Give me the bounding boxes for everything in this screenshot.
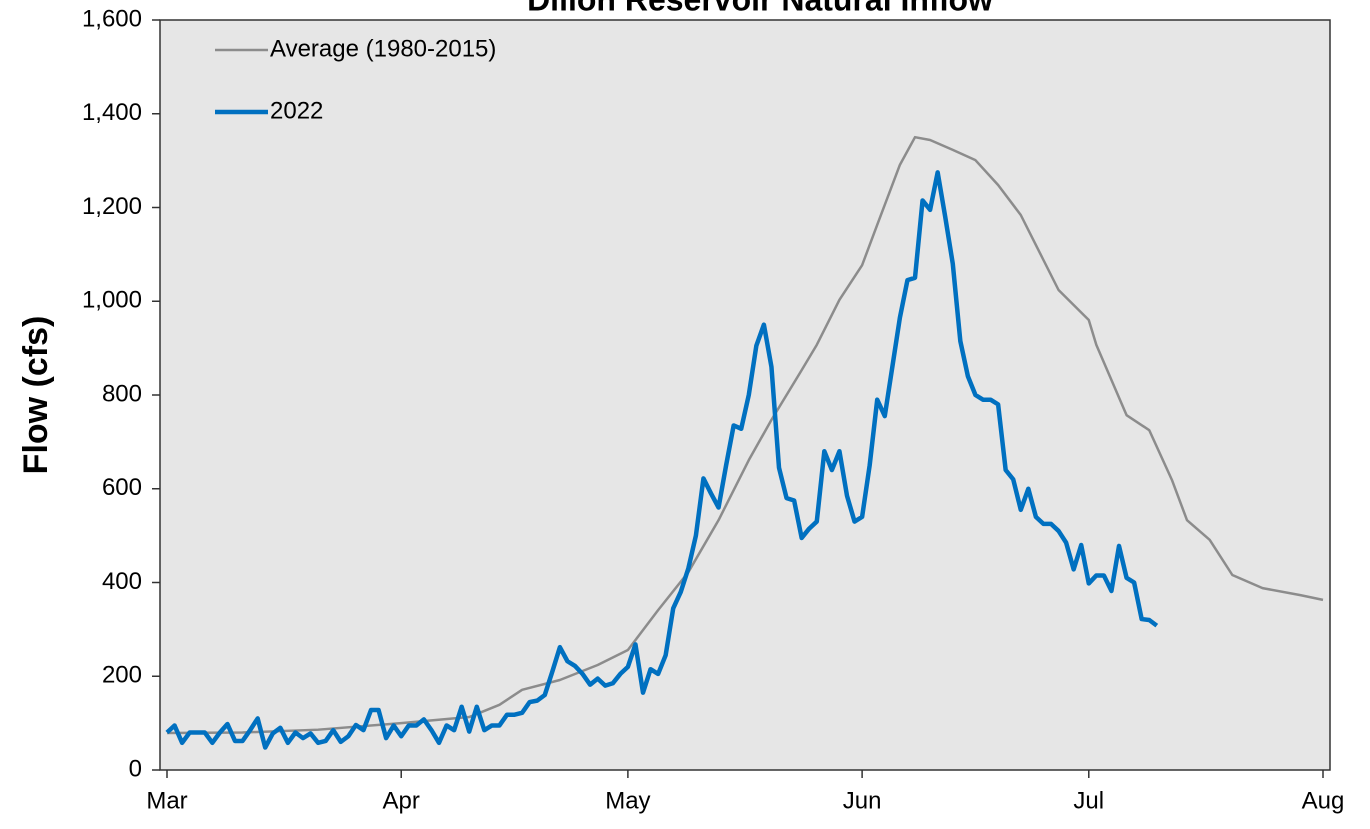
series-line (165, 170, 1159, 750)
y-tick-label: 400 (102, 568, 142, 595)
y-tick-label: 600 (102, 474, 142, 501)
plot-area (159, 19, 1331, 771)
y-axis-label: Flow (cfs) (17, 316, 55, 475)
legend-label: 2022 (270, 97, 323, 124)
y-tick-label: 1,000 (82, 287, 142, 314)
x-tick-label: Aug (1302, 787, 1345, 814)
chart-title: Dillon Reservoir Natural Inflow (527, 0, 993, 17)
y-tick-label: 200 (102, 662, 142, 689)
legend-label: Average (1980-2015) (270, 35, 496, 62)
y-tick-label: 1,600 (82, 5, 142, 32)
y-tick-label: 0 (129, 755, 142, 782)
x-tick-label: Apr (383, 787, 420, 814)
x-tick-label: Mar (146, 787, 187, 814)
x-tick-label: Jun (843, 787, 882, 814)
y-tick-label: 1,400 (82, 99, 142, 126)
x-tick-label: May (605, 787, 650, 814)
x-tick-label: Jul (1073, 787, 1104, 814)
y-tick-label: 800 (102, 380, 142, 407)
y-tick-label: 1,200 (82, 193, 142, 220)
